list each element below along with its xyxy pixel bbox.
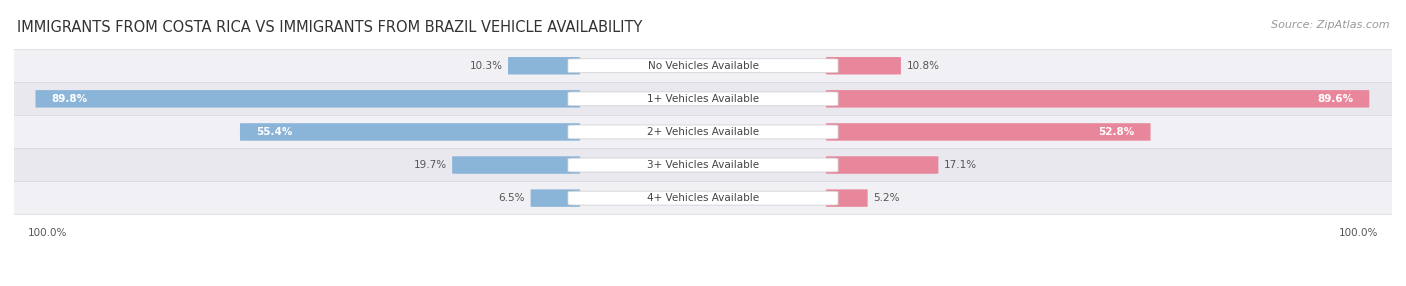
FancyBboxPatch shape — [35, 90, 581, 108]
Text: 89.6%: 89.6% — [1317, 94, 1353, 104]
FancyBboxPatch shape — [568, 59, 838, 73]
Text: 4+ Vehicles Available: 4+ Vehicles Available — [647, 193, 759, 203]
FancyBboxPatch shape — [825, 189, 868, 207]
Text: 17.1%: 17.1% — [943, 160, 977, 170]
FancyBboxPatch shape — [453, 156, 581, 174]
Text: 100.0%: 100.0% — [1339, 228, 1378, 238]
FancyBboxPatch shape — [568, 158, 838, 172]
Text: 100.0%: 100.0% — [28, 228, 67, 238]
FancyBboxPatch shape — [825, 123, 1150, 141]
FancyBboxPatch shape — [825, 57, 901, 74]
FancyBboxPatch shape — [530, 189, 581, 207]
Text: 10.8%: 10.8% — [907, 61, 939, 71]
Text: 10.3%: 10.3% — [470, 61, 502, 71]
Text: 6.5%: 6.5% — [499, 193, 526, 203]
FancyBboxPatch shape — [0, 182, 1406, 215]
FancyBboxPatch shape — [568, 125, 838, 139]
FancyBboxPatch shape — [0, 49, 1406, 82]
Text: Source: ZipAtlas.com: Source: ZipAtlas.com — [1271, 20, 1389, 30]
FancyBboxPatch shape — [825, 156, 938, 174]
Text: 52.8%: 52.8% — [1098, 127, 1135, 137]
FancyBboxPatch shape — [0, 82, 1406, 115]
FancyBboxPatch shape — [0, 148, 1406, 182]
FancyBboxPatch shape — [568, 191, 838, 205]
Text: No Vehicles Available: No Vehicles Available — [648, 61, 758, 71]
FancyBboxPatch shape — [0, 115, 1406, 148]
Text: 2+ Vehicles Available: 2+ Vehicles Available — [647, 127, 759, 137]
Text: 3+ Vehicles Available: 3+ Vehicles Available — [647, 160, 759, 170]
FancyBboxPatch shape — [568, 92, 838, 106]
Text: 5.2%: 5.2% — [873, 193, 900, 203]
Text: 1+ Vehicles Available: 1+ Vehicles Available — [647, 94, 759, 104]
Text: 19.7%: 19.7% — [413, 160, 447, 170]
Text: IMMIGRANTS FROM COSTA RICA VS IMMIGRANTS FROM BRAZIL VEHICLE AVAILABILITY: IMMIGRANTS FROM COSTA RICA VS IMMIGRANTS… — [17, 20, 643, 35]
Text: 55.4%: 55.4% — [256, 127, 292, 137]
FancyBboxPatch shape — [825, 90, 1369, 108]
Text: 89.8%: 89.8% — [52, 94, 87, 104]
Legend: Immigrants from Costa Rica, Immigrants from Brazil: Immigrants from Costa Rica, Immigrants f… — [522, 282, 884, 286]
FancyBboxPatch shape — [240, 123, 581, 141]
FancyBboxPatch shape — [508, 57, 581, 74]
